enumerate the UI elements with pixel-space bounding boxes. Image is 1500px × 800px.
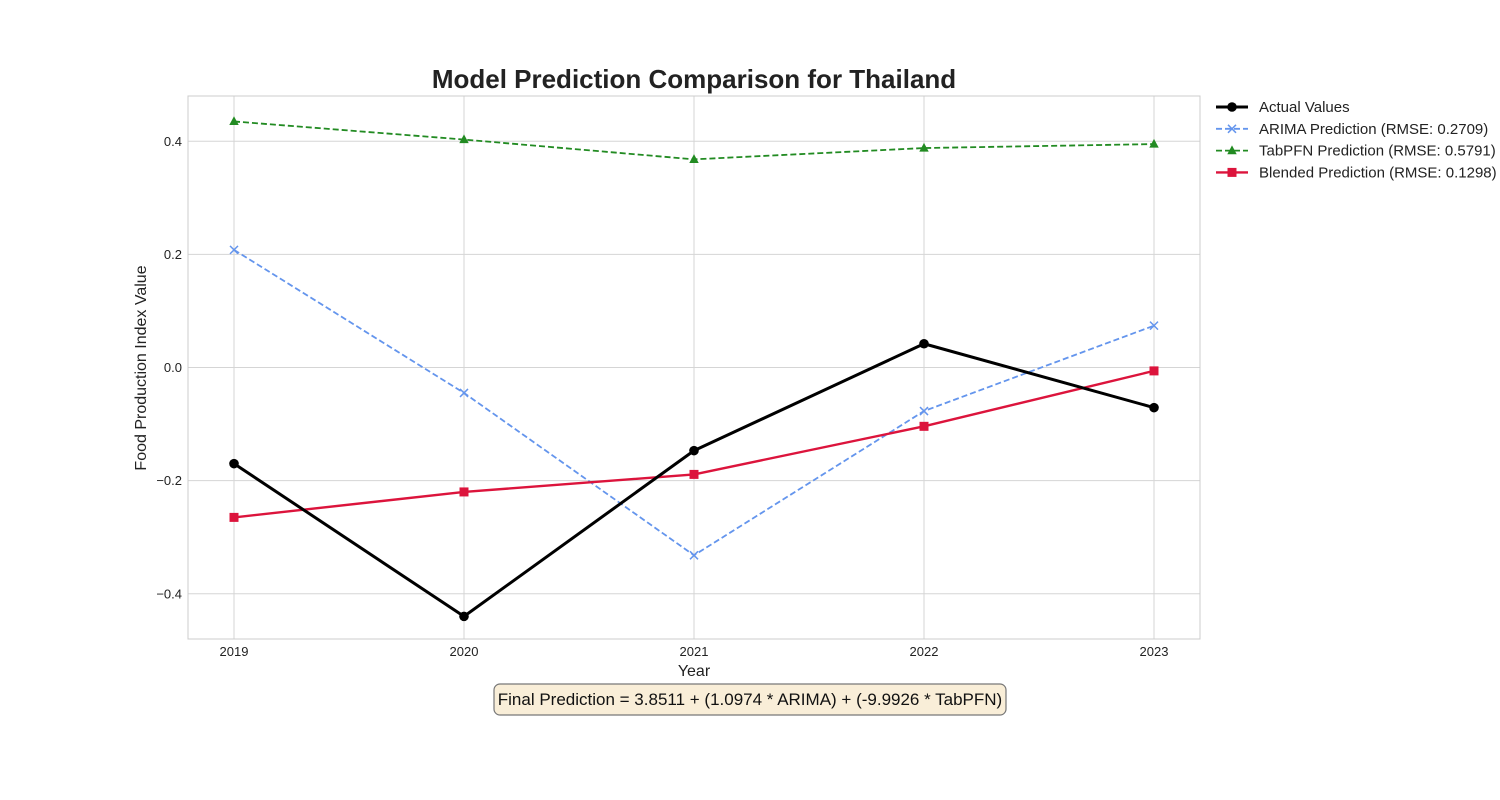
legend-entry-2: TabPFN Prediction (RMSE: 0.5791)	[1216, 143, 1496, 160]
legend-marker-2	[1227, 145, 1237, 155]
series-2-point-0	[229, 116, 239, 126]
y-tick-label-2: 0.0	[164, 360, 182, 375]
formula-annotation: Final Prediction = 3.8511 + (1.0974 * AR…	[493, 683, 1007, 716]
legend-marker-3	[1227, 167, 1237, 177]
series-2-point-4	[1149, 138, 1159, 148]
series-3-point-0	[229, 512, 239, 522]
y-tick-label-4: 0.4	[164, 134, 182, 149]
y-tick-label-0: −0.4	[156, 586, 182, 601]
series-3-point-4	[1149, 366, 1159, 376]
series-2	[229, 116, 1159, 163]
y-axis-label: Food Production Index Value	[133, 265, 150, 470]
legend-label-2: TabPFN Prediction (RMSE: 0.5791)	[1259, 143, 1496, 160]
chart-title: Model Prediction Comparison for Thailand	[432, 64, 956, 94]
series-2-point-1	[459, 134, 469, 144]
legend-entry-1: ARIMA Prediction (RMSE: 0.2709)	[1216, 121, 1488, 138]
series-1-point-3	[919, 406, 929, 416]
x-tick-label-1: 2020	[450, 644, 479, 659]
legend-label-3: Blended Prediction (RMSE: 0.1298)	[1259, 164, 1497, 181]
series-3-point-1	[459, 487, 469, 497]
y-tick-labels: −0.4 −0.2 0.0 0.2 0.4	[156, 134, 182, 602]
series-0-point-4	[1149, 402, 1159, 413]
annotation-box	[493, 683, 1007, 716]
y-tick-label-3: 0.2	[164, 247, 182, 262]
series-0-point-1	[459, 611, 469, 622]
x-tick-labels: 2019 2020 2021 2022 2023	[220, 644, 1169, 659]
series-1	[229, 245, 1159, 560]
legend-marker-0	[1227, 102, 1237, 112]
series-1-point-2	[689, 550, 699, 560]
legend: Actual Values ARIMA Prediction (RMSE: 0.2…	[1216, 99, 1497, 181]
legend-label-0: Actual Values	[1259, 99, 1350, 116]
series-0	[229, 338, 1159, 622]
series-0-point-2	[689, 445, 699, 456]
series-1-point-4-stroke-b	[1149, 321, 1159, 331]
series-0-point-0	[229, 458, 239, 469]
y-tick-label-1: −0.2	[156, 473, 182, 488]
series-1-point-2-stroke-b	[689, 550, 699, 560]
series-1-point-0	[229, 245, 239, 255]
x-tick-label-2: 2021	[680, 644, 709, 659]
series-0-point-3	[919, 338, 929, 349]
series-3-point-3	[919, 421, 929, 431]
legend-marker-1	[1227, 124, 1237, 134]
legend-marker-1-stroke-b	[1227, 124, 1237, 134]
x-tick-label-0: 2019	[220, 644, 249, 659]
annotation-text: Final Prediction = 3.8511 + (1.0974 * AR…	[498, 690, 1002, 709]
series-1-point-3-stroke-b	[919, 406, 929, 416]
series-2-point-2	[689, 154, 699, 163]
series-1-point-0-stroke-b	[229, 245, 239, 255]
series-2-point-3	[919, 142, 929, 152]
series-1-point-1-stroke-b	[459, 388, 469, 398]
x-tick-label-3: 2022	[910, 644, 939, 659]
series-1-point-1	[459, 388, 469, 398]
legend-label-1: ARIMA Prediction (RMSE: 0.2709)	[1259, 121, 1488, 138]
legend-entry-3: Blended Prediction (RMSE: 0.1298)	[1216, 164, 1497, 181]
series-layer	[229, 116, 1159, 622]
plot-frame	[187, 95, 1201, 640]
legend-entry-0: Actual Values	[1216, 99, 1350, 116]
grid	[188, 96, 1200, 639]
x-tick-label-4: 2023	[1140, 644, 1169, 659]
series-1-point-4	[1149, 321, 1159, 331]
series-3-point-2	[689, 469, 699, 479]
x-axis-label: Year	[678, 663, 711, 680]
series-3	[229, 366, 1159, 522]
